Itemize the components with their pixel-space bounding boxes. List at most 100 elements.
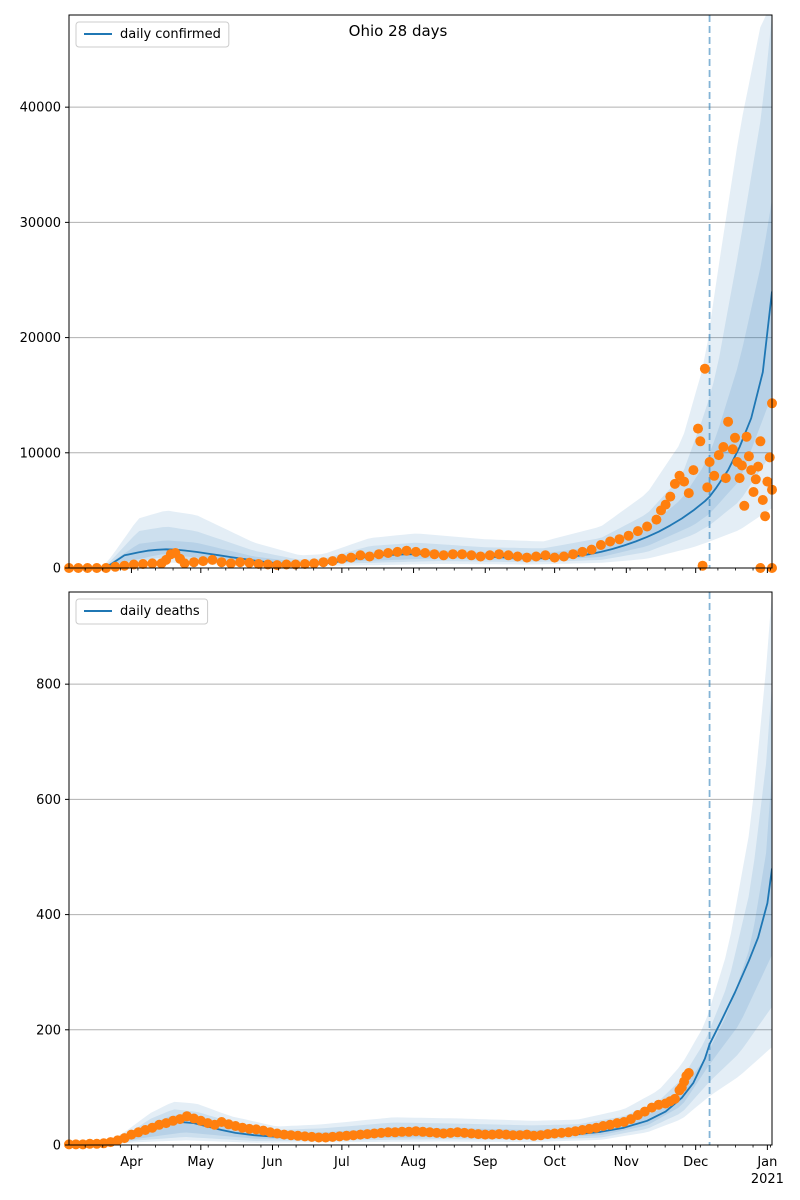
observed-point [540, 550, 551, 561]
observed-point [697, 560, 708, 571]
observed-point [764, 452, 775, 463]
observed-point [702, 482, 713, 493]
y-tick-label: 30000 [20, 216, 61, 231]
observed-point [327, 556, 338, 567]
observed-point [512, 551, 523, 562]
observed-point [84, 1138, 95, 1149]
x-tick-label: Nov [614, 1155, 640, 1170]
observed-point [605, 536, 616, 547]
observed-point [699, 363, 710, 374]
observed-point [736, 460, 747, 471]
observed-point [244, 557, 255, 568]
observed-point [147, 558, 158, 569]
observed-point [480, 1129, 491, 1140]
observed-point [568, 549, 579, 560]
observed-point [262, 559, 273, 570]
observed-point [743, 451, 754, 462]
observed-point [336, 553, 347, 564]
observed-point [723, 416, 734, 427]
observed-point [586, 544, 597, 555]
observed-point [755, 436, 766, 447]
observed-point [420, 548, 431, 558]
observed-point [683, 1068, 694, 1078]
observed-point [679, 476, 690, 487]
observed-point [748, 487, 759, 497]
observed-point [235, 557, 246, 568]
observed-point [447, 549, 458, 560]
date-axis: Apr May Jun Jul Aug Sep Oct Nov Dec Jan 2021 [120, 1155, 784, 1187]
observed-point [695, 436, 706, 447]
observed-point [688, 465, 699, 476]
observed-point [216, 557, 227, 568]
observed-point [198, 556, 209, 567]
observed-point [623, 530, 634, 541]
observed-point [128, 559, 139, 570]
observed-point [739, 500, 750, 511]
uncertainty-band-middle [69, 15, 772, 568]
observed-point [272, 560, 283, 571]
observed-point [179, 558, 190, 569]
y-tick-label: 0 [53, 562, 61, 577]
observed-point [669, 478, 680, 489]
deaths-grid [69, 683, 772, 1031]
deaths-legend-label: daily deaths [120, 604, 200, 619]
observed-point [762, 476, 773, 487]
x-tick-year-label: 2021 [751, 1172, 784, 1187]
y-tick-label: 40000 [20, 101, 61, 116]
deaths-observed-points [64, 1068, 694, 1150]
observed-point [475, 551, 486, 562]
observed-point [741, 431, 752, 442]
observed-point [632, 526, 643, 537]
observed-point [410, 546, 421, 557]
observed-point [757, 495, 768, 505]
confirmed-legend-label: daily confirmed [120, 27, 221, 42]
observed-point [521, 552, 532, 563]
deaths-bands [69, 592, 772, 1145]
observed-point [683, 488, 694, 499]
observed-point [138, 559, 148, 569]
observed-point [355, 550, 366, 561]
observed-point [484, 550, 495, 561]
observed-point [727, 444, 738, 455]
x-tick-label: Sep [473, 1155, 498, 1170]
observed-point [383, 548, 394, 558]
observed-point [651, 514, 662, 525]
observed-point [693, 423, 703, 434]
observed-point [309, 558, 320, 569]
y-tick-label: 600 [36, 793, 61, 808]
x-tick-label: Jun [261, 1155, 282, 1170]
observed-point [642, 521, 653, 532]
observed-point [720, 473, 731, 484]
observed-point [318, 557, 329, 568]
confirmed-legend-box [75, 21, 230, 48]
deaths-legend: daily deaths [75, 598, 209, 625]
observed-point [313, 1132, 324, 1143]
observed-point [577, 546, 588, 557]
deaths-panel: 0 200 400 600 800 Apr May Jun Jul Aug Sep Oct Nov De… [36, 591, 784, 1187]
observed-point [704, 457, 715, 467]
observed-point [660, 499, 671, 510]
confirmed-bands [69, 15, 772, 568]
observed-point [466, 550, 477, 561]
x-tick-label: May [187, 1155, 214, 1170]
deaths-axes: 0 200 400 600 800 [36, 591, 773, 1154]
confirmed-panel: 0 10000 20000 30000 40000 daily confirmed Oh… [20, 14, 777, 577]
observed-point [397, 1126, 407, 1137]
observed-point [494, 549, 505, 560]
observed-point [558, 551, 569, 562]
observed-point [760, 511, 771, 522]
chart-title: Ohio 28 days [349, 22, 448, 40]
observed-point [207, 554, 218, 565]
x-tick-label: Dec [683, 1155, 708, 1170]
observed-point [709, 470, 720, 481]
observed-point [346, 552, 357, 563]
observed-point [110, 561, 121, 572]
observed-point [503, 550, 514, 561]
observed-point [429, 549, 440, 560]
observed-point [383, 1127, 394, 1138]
uncertainty-band-outer [69, 15, 772, 568]
y-tick-label: 800 [36, 678, 61, 693]
observed-point [457, 549, 468, 560]
observed-point [281, 559, 292, 570]
